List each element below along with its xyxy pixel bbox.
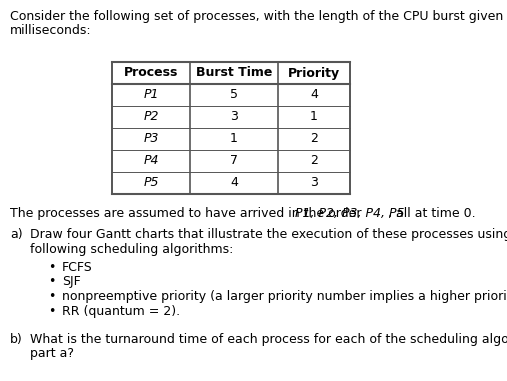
Text: Consider the following set of processes, with the length of the CPU burst given : Consider the following set of processes,… (10, 10, 507, 23)
Text: P5: P5 (143, 176, 159, 189)
Text: SJF: SJF (62, 275, 81, 288)
Text: P3: P3 (143, 133, 159, 146)
Text: a): a) (10, 228, 23, 241)
Text: 3: 3 (310, 176, 318, 189)
Text: 1: 1 (230, 133, 238, 146)
Text: 2: 2 (310, 133, 318, 146)
Text: P2: P2 (143, 110, 159, 123)
Bar (112, 62, 350, 194)
Text: P1, P2, P3, P4, P5: P1, P2, P3, P4, P5 (295, 207, 404, 220)
Text: nonpreemptive priority (a larger priority number implies a higher priority), and: nonpreemptive priority (a larger priorit… (62, 290, 507, 303)
Text: 3: 3 (230, 110, 238, 123)
Text: Draw four Gantt charts that illustrate the execution of these processes using th: Draw four Gantt charts that illustrate t… (30, 228, 507, 241)
Text: FCFS: FCFS (62, 261, 93, 274)
Text: P1: P1 (143, 88, 159, 101)
Text: •: • (48, 275, 55, 288)
Text: , all at time 0.: , all at time 0. (388, 207, 476, 220)
Text: RR (quantum = 2).: RR (quantum = 2). (62, 304, 180, 317)
Text: 4: 4 (310, 88, 318, 101)
Text: Process: Process (124, 67, 178, 80)
Text: Priority: Priority (288, 67, 340, 80)
Text: •: • (48, 261, 55, 274)
Text: 2: 2 (310, 155, 318, 168)
Text: What is the turnaround time of each process for each of the scheduling algorithm: What is the turnaround time of each proc… (30, 333, 507, 346)
Text: Burst Time: Burst Time (196, 67, 272, 80)
Text: •: • (48, 290, 55, 303)
Text: P4: P4 (143, 155, 159, 168)
Text: 1: 1 (310, 110, 318, 123)
Text: part a?: part a? (30, 347, 74, 360)
Text: milliseconds:: milliseconds: (10, 24, 92, 37)
Text: The processes are assumed to have arrived in the order: The processes are assumed to have arrive… (10, 207, 366, 220)
Text: 5: 5 (230, 88, 238, 101)
Text: b): b) (10, 333, 23, 346)
Text: 7: 7 (230, 155, 238, 168)
Text: following scheduling algorithms:: following scheduling algorithms: (30, 242, 233, 256)
Text: •: • (48, 304, 55, 317)
Text: 4: 4 (230, 176, 238, 189)
